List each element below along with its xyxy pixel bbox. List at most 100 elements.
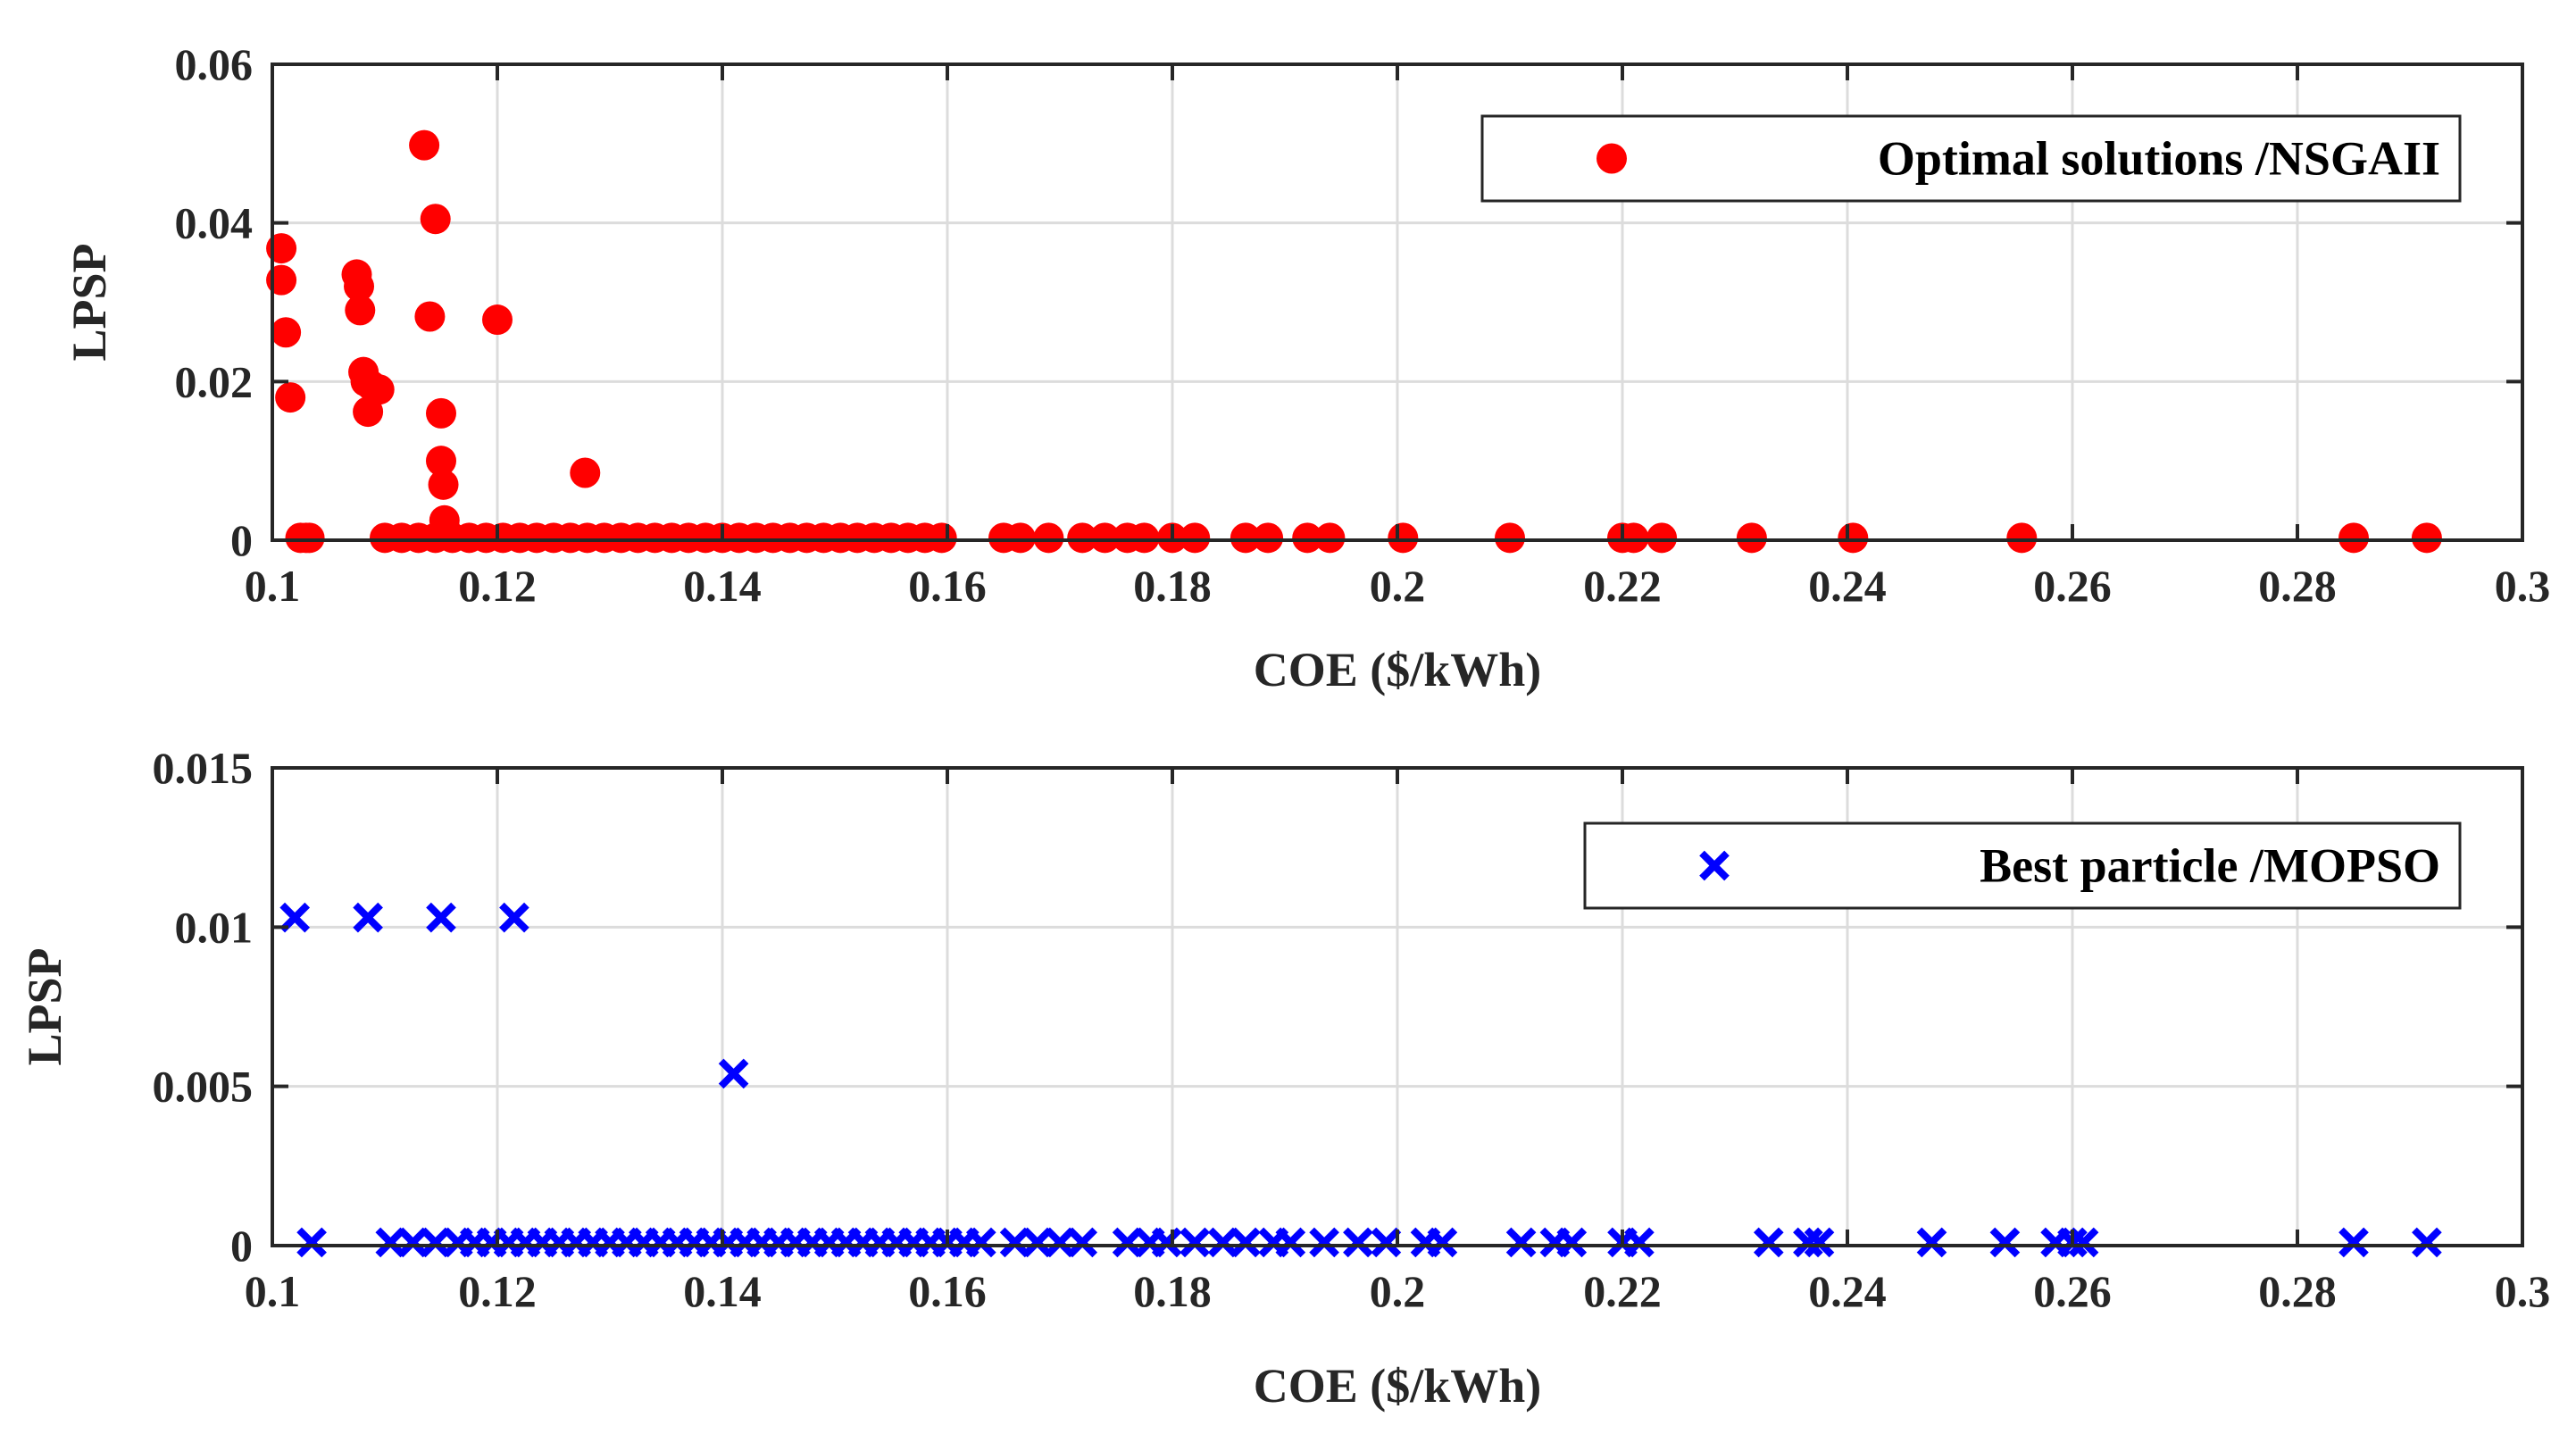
data-point	[1230, 522, 1261, 554]
x-tick-label: 0.24	[1808, 1266, 1887, 1316]
y-axis: 0 0.005 0.01 0.015	[153, 743, 2522, 1271]
data-point	[1388, 522, 1419, 554]
data-point	[2068, 1227, 2099, 1258]
top-panel-nsgaii: 0.1 0.12 0.14 0.16 0.18 0.2 0.22 0.24 0.26 0.28 0.…	[63, 39, 2550, 696]
legend-box	[1583, 821, 2462, 910]
grid	[272, 768, 2522, 1246]
data-point	[1275, 1227, 1306, 1258]
x-axis: 0.1 0.12 0.14 0.16 0.18 0.2 0.22 0.24 0.26 0.28 0.…	[245, 64, 2551, 611]
x-tick-label: 0.12	[458, 1266, 537, 1316]
data-point	[1253, 522, 1284, 554]
data-point	[1989, 1227, 2021, 1258]
x-tick-label: 0.24	[1808, 561, 1887, 611]
x-tick-label: 0.3	[2495, 1266, 2551, 1316]
data-point	[1129, 522, 1160, 554]
data-point	[409, 129, 440, 161]
data-point	[1916, 1227, 1947, 1258]
x-tick-label: 0.16	[908, 561, 987, 611]
data-point	[718, 1058, 749, 1089]
legend-marker	[1596, 143, 1627, 174]
x-axis-title: COE ($/kWh)	[1254, 643, 1542, 696]
x-axis-title: COE ($/kWh)	[1254, 1359, 1542, 1413]
data-point	[999, 1227, 1030, 1258]
data-point	[1495, 522, 1525, 554]
data-point	[482, 304, 513, 336]
data-point	[344, 271, 375, 302]
legend-label: Best particle /MOPSO	[1980, 839, 2440, 893]
y-axis-title: LPSP	[63, 243, 116, 361]
x-tick-label: 0.26	[2033, 1266, 2112, 1316]
x-axis: 0.1 0.12 0.14 0.16 0.18 0.2 0.22 0.24 0.26 0.28 0.…	[245, 768, 2551, 1316]
y-axis-title: LPSP	[18, 947, 71, 1065]
data-point	[426, 397, 456, 429]
data-point	[1793, 1227, 1823, 1258]
x-tick-label: 0.14	[683, 1266, 762, 1316]
data-point	[1309, 1227, 1339, 1258]
x-tick-label: 0.22	[1583, 561, 1662, 611]
data-point	[1151, 1227, 1182, 1258]
data-point	[1207, 1227, 1238, 1258]
data-point	[1427, 1227, 1458, 1258]
data-point	[1067, 522, 1098, 554]
y-tick-label: 0.005	[153, 1062, 254, 1112]
data-point	[1067, 1227, 1098, 1258]
data-point	[414, 301, 446, 332]
x-tick-label: 0.2	[1370, 1266, 1426, 1316]
data-point	[1646, 522, 1678, 554]
data-point	[426, 902, 456, 933]
x-tick-label: 0.14	[683, 561, 762, 611]
x-tick-label: 0.28	[2258, 561, 2337, 611]
data-point	[296, 1227, 327, 1258]
x-tick-label: 0.18	[1133, 1266, 1212, 1316]
data-point	[1505, 1227, 1537, 1258]
data-point	[1180, 1227, 1211, 1258]
data-point	[926, 522, 957, 554]
data-point	[2338, 522, 2369, 554]
data-point	[1343, 1227, 1373, 1258]
y-tick-label: 0.01	[175, 902, 254, 952]
x-tick-label: 0.1	[245, 561, 301, 611]
y-tick-label: 0	[230, 515, 253, 565]
series-circle	[266, 129, 2442, 554]
data-point	[1804, 1227, 1835, 1258]
data-point	[1033, 522, 1064, 554]
data-point	[1180, 522, 1211, 554]
y-tick-label: 0	[230, 1221, 253, 1271]
data-point	[271, 317, 302, 348]
data-point	[345, 295, 376, 326]
data-point	[1021, 1227, 1053, 1258]
x-tick-label: 0.2	[1370, 561, 1426, 611]
x-tick-label: 0.18	[1133, 561, 1212, 611]
data-point	[1753, 1227, 1784, 1258]
data-point	[1045, 1227, 1075, 1258]
data-point	[499, 902, 529, 933]
y-axis: 0 0.02 0.04 0.06	[175, 39, 2522, 565]
data-point	[1314, 522, 1346, 554]
x-tick-label: 0.16	[908, 1266, 987, 1316]
data-point	[275, 382, 306, 413]
data-point	[1089, 522, 1121, 554]
legend: Optimal solutions /NSGAII	[1480, 114, 2462, 203]
series-x	[279, 902, 2442, 1258]
data-point	[570, 457, 601, 488]
x-tick-label: 0.3	[2495, 561, 2551, 611]
data-point	[2006, 522, 2038, 554]
data-point	[1618, 522, 1649, 554]
y-tick-label: 0.02	[175, 356, 254, 406]
data-point	[426, 446, 456, 477]
data-point	[353, 902, 383, 933]
bottom-panel-mopso: 0.1 0.12 0.14 0.16 0.18 0.2 0.22 0.24 0.26 0.28 0.…	[18, 743, 2550, 1413]
data-point	[2411, 522, 2442, 554]
legend-marker	[1699, 850, 1730, 881]
x-tick-label: 0.26	[2033, 561, 2112, 611]
data-point	[1736, 522, 1767, 554]
data-point	[2412, 1227, 2442, 1258]
legend: Best particle /MOPSO	[1583, 821, 2462, 910]
data-point	[1005, 522, 1036, 554]
x-tick-label: 0.22	[1583, 1266, 1662, 1316]
data-point	[1112, 1227, 1143, 1258]
data-point	[428, 469, 459, 500]
x-tick-label: 0.12	[458, 561, 537, 611]
data-point	[1556, 1227, 1588, 1258]
y-tick-label: 0.015	[153, 743, 254, 793]
